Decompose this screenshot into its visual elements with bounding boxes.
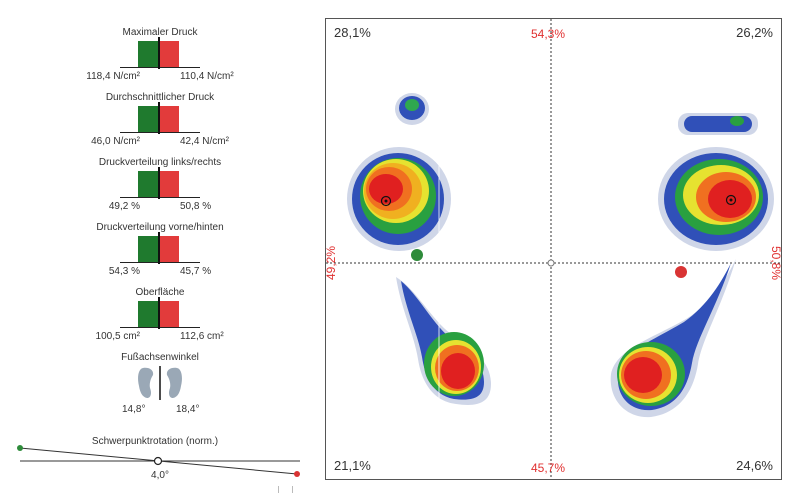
center-line xyxy=(158,102,160,134)
left-toe-blob xyxy=(395,93,429,125)
metric-title: Durchschnittlicher Druck xyxy=(105,92,215,103)
center-line xyxy=(158,297,160,329)
left-pct: 49,2% xyxy=(324,245,339,281)
right-value: 42,4 N/cm² xyxy=(180,136,229,147)
front-pct: 54,3% xyxy=(531,27,566,41)
footprints-icon xyxy=(138,366,182,400)
back-pct: 45,7% xyxy=(531,461,566,475)
right-toe-blob xyxy=(678,113,758,135)
top-left-pct: 28,1% xyxy=(334,25,371,40)
metric-distribution-lr: Druckverteilung links/rechts 49,2 % 50,8… xyxy=(60,157,260,221)
right-pct: 50,8% xyxy=(768,245,783,281)
metric-title: Druckverteilung links/rechts xyxy=(98,157,222,168)
right-forefoot-blob xyxy=(658,147,774,251)
foot-axis-title: Fußachsenwinkel xyxy=(121,352,199,363)
left-heel-blob xyxy=(396,277,491,405)
rotation-graph xyxy=(17,445,300,477)
left-value: 46,0 N/cm² xyxy=(91,136,140,147)
axis-line xyxy=(120,262,200,263)
foot-axis-angle: Fußachsenwinkel 14,8° 18,4° xyxy=(60,352,260,417)
pressure-map-panel: 28,1% 26,2% 21,1% 24,6% 54,3% 45,7% 49,2… xyxy=(324,18,783,480)
axis-line xyxy=(120,132,200,133)
top-right-pct: 26,2% xyxy=(736,25,773,40)
left-bar xyxy=(138,301,158,327)
left-bar xyxy=(138,41,158,67)
metric-surface: Oberfläche 100,5 cm² 112,6 cm² xyxy=(60,287,260,351)
left-value: 118,4 N/cm² xyxy=(86,71,140,82)
metric-title: Druckverteilung vorne/hinten xyxy=(96,222,224,233)
center-line xyxy=(158,167,160,199)
right-bar xyxy=(159,301,179,327)
left-value: 49,2 % xyxy=(108,201,140,212)
metric-title: Maximaler Druck xyxy=(122,27,198,38)
axis-line xyxy=(120,197,200,198)
metric-distribution-fb: Druckverteilung vorne/hinten 54,3 % 45,7… xyxy=(60,222,260,286)
left-value: 100,5 cm² xyxy=(95,331,140,342)
foot-axis-left-value: 14,8° xyxy=(122,404,146,415)
center-line xyxy=(158,232,160,264)
pressure-heatmap xyxy=(326,19,781,479)
rotation-value: 4,0° xyxy=(151,470,169,481)
right-bar xyxy=(159,236,179,262)
center-line xyxy=(158,37,160,69)
metric-avg-pressure: Durchschnittlicher Druck 46,0 N/cm² 42,4… xyxy=(60,92,260,156)
right-bar xyxy=(159,41,179,67)
right-heel-blob xyxy=(610,259,736,418)
bottom-left-pct: 21,1% xyxy=(334,458,371,473)
right-bar xyxy=(159,106,179,132)
right-value: 45,7 % xyxy=(180,266,212,277)
left-bar xyxy=(138,171,158,197)
bottom-right-pct: 24,6% xyxy=(736,458,773,473)
foot-axis-right-value: 18,4° xyxy=(176,404,200,415)
left-value: 54,3 % xyxy=(108,266,140,277)
metric-title: Oberfläche xyxy=(135,287,185,298)
right-value: 110,4 N/cm² xyxy=(180,71,234,82)
left-bar xyxy=(138,106,158,132)
right-value: 112,6 cm² xyxy=(180,331,224,342)
metric-max-pressure: Maximaler Druck 118,4 N/cm² 110,4 N/cm² xyxy=(60,27,260,91)
right-value: 50,8 % xyxy=(180,201,212,212)
rotation-title: Schwerpunktrotation (norm.) xyxy=(91,436,219,447)
right-bar xyxy=(159,171,179,197)
left-bar xyxy=(138,236,158,262)
left-forefoot-blob xyxy=(347,147,451,251)
axis-line xyxy=(120,327,200,328)
tick-marks xyxy=(278,486,298,494)
axis-line xyxy=(120,67,200,68)
